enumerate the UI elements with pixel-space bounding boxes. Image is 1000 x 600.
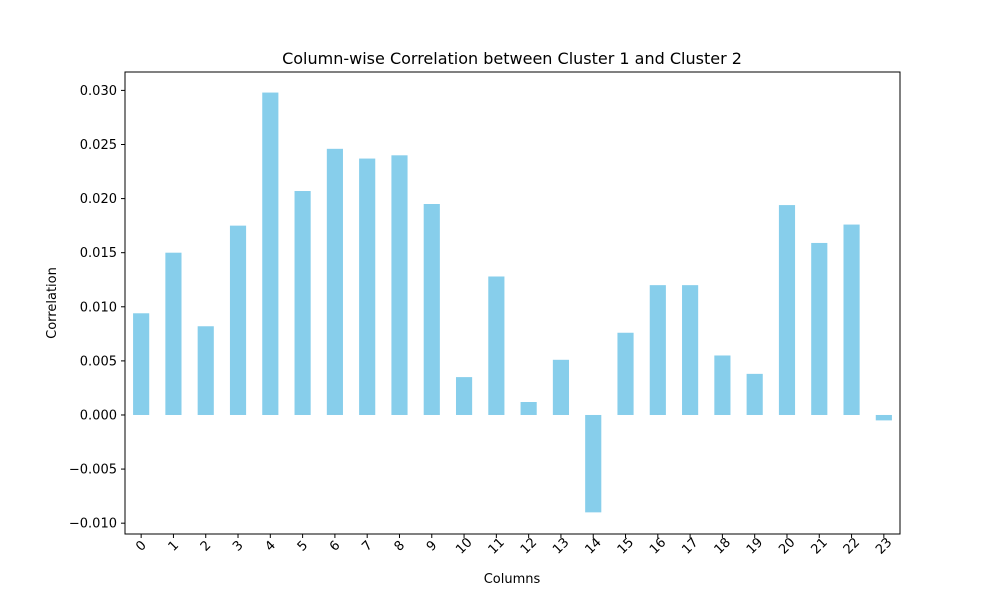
x-tick-label: 9 bbox=[424, 538, 440, 554]
x-tick-label: 0 bbox=[133, 538, 149, 554]
y-tick-label: −0.005 bbox=[69, 463, 117, 478]
bar-18 bbox=[714, 355, 731, 415]
x-tick-label: 16 bbox=[647, 535, 669, 557]
bar-12 bbox=[520, 402, 537, 415]
bar-13 bbox=[552, 359, 570, 415]
x-tick-label: 15 bbox=[615, 535, 637, 557]
y-tick-label: 0.000 bbox=[80, 408, 117, 423]
x-tick-label: 23 bbox=[873, 535, 895, 557]
x-tick-label: 13 bbox=[550, 535, 572, 557]
bar-6 bbox=[326, 148, 343, 415]
bar-1 bbox=[165, 252, 182, 415]
x-axis-ticks: 0 1 2 3 4 5 6 7 8 9 10 11 12 13 14 15 16 17 18 19 20 21 22 23 bbox=[133, 534, 895, 558]
x-tick-label: 18 bbox=[712, 535, 734, 557]
x-tick-label: 14 bbox=[582, 535, 604, 557]
bar-4 bbox=[262, 92, 279, 415]
y-tick-label: −0.010 bbox=[69, 517, 117, 532]
x-tick-label: 8 bbox=[392, 538, 408, 554]
bar-9 bbox=[423, 204, 440, 415]
bar-0 bbox=[133, 313, 150, 415]
bar-21 bbox=[811, 242, 828, 415]
chart-title: Column-wise Correlation between Cluster … bbox=[282, 49, 742, 68]
x-tick-label: 11 bbox=[486, 535, 508, 557]
x-tick-label: 7 bbox=[359, 538, 375, 554]
x-tick-label: 2 bbox=[198, 538, 214, 554]
bar-14 bbox=[585, 414, 602, 513]
x-tick-label: 21 bbox=[808, 535, 830, 557]
y-tick-label: 0.030 bbox=[80, 84, 117, 99]
bars-layer bbox=[133, 92, 892, 513]
x-tick-label: 17 bbox=[679, 535, 701, 557]
bar-17 bbox=[682, 285, 699, 415]
x-tick-label: 1 bbox=[166, 538, 182, 554]
x-tick-label: 22 bbox=[841, 535, 863, 557]
y-axis-label: Correlation bbox=[45, 267, 60, 339]
bar-22 bbox=[843, 224, 860, 415]
bar-5 bbox=[294, 191, 311, 415]
bar-19 bbox=[746, 373, 763, 415]
y-tick-label: 0.015 bbox=[80, 246, 117, 261]
x-tick-label: 10 bbox=[453, 535, 475, 557]
bar-2 bbox=[197, 326, 214, 415]
y-tick-label: 0.020 bbox=[80, 192, 117, 207]
bar-11 bbox=[488, 276, 505, 415]
x-axis-label: Columns bbox=[484, 572, 541, 587]
bar-10 bbox=[455, 377, 473, 415]
x-tick-label: 4 bbox=[262, 538, 278, 554]
y-axis-ticks: −0.010 −0.005 0.000 0.005 0.010 0.015 0.020 0.0… bbox=[69, 84, 125, 532]
y-tick-label: 0.010 bbox=[80, 300, 117, 315]
x-tick-label: 6 bbox=[327, 538, 343, 554]
x-tick-label: 20 bbox=[776, 535, 798, 557]
bar-15 bbox=[617, 332, 634, 415]
x-tick-label: 12 bbox=[518, 535, 540, 557]
x-tick-label: 19 bbox=[744, 535, 766, 557]
bar-16 bbox=[649, 285, 666, 415]
bar-3 bbox=[229, 225, 247, 415]
bar-7 bbox=[359, 158, 376, 415]
bar-23 bbox=[875, 414, 892, 421]
y-tick-label: 0.005 bbox=[80, 354, 117, 369]
bar-20 bbox=[778, 205, 796, 415]
x-tick-label: 3 bbox=[230, 538, 246, 554]
y-tick-label: 0.025 bbox=[80, 138, 117, 153]
x-tick-label: 5 bbox=[295, 538, 311, 554]
bar-8 bbox=[391, 155, 408, 415]
plot-frame bbox=[124, 71, 901, 535]
